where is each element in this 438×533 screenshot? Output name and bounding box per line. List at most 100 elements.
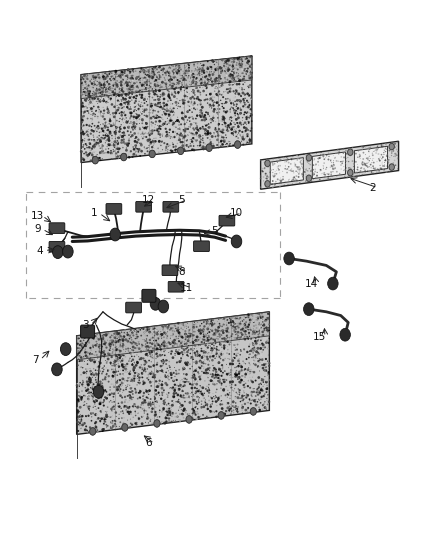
Point — [84, 107, 91, 115]
Point — [173, 101, 180, 109]
Point — [156, 326, 163, 334]
Point — [349, 157, 356, 165]
Point — [167, 411, 174, 419]
FancyBboxPatch shape — [163, 201, 179, 212]
Point — [89, 357, 96, 365]
Point — [132, 388, 139, 397]
Point — [212, 57, 219, 66]
Point — [78, 98, 85, 107]
Point — [220, 82, 227, 90]
Point — [216, 127, 223, 136]
Point — [78, 387, 85, 395]
Point — [196, 68, 203, 76]
Point — [141, 82, 148, 91]
Point — [97, 417, 104, 425]
Point — [88, 378, 95, 387]
Point — [211, 98, 218, 107]
Point — [229, 317, 236, 326]
Point — [114, 386, 121, 394]
Point — [235, 114, 242, 122]
Point — [204, 355, 211, 364]
Point — [195, 413, 202, 422]
Point — [92, 74, 99, 83]
Point — [94, 366, 101, 375]
Point — [184, 346, 191, 355]
Point — [134, 144, 141, 153]
Point — [152, 330, 159, 338]
Point — [169, 392, 176, 400]
Point — [294, 163, 301, 172]
Point — [154, 418, 161, 426]
Point — [155, 393, 162, 401]
Point — [370, 169, 377, 178]
Point — [159, 130, 166, 139]
Point — [247, 334, 254, 342]
Point — [229, 366, 236, 375]
Point — [296, 168, 303, 176]
Point — [252, 313, 259, 322]
Point — [228, 407, 235, 415]
Point — [120, 419, 127, 427]
Point — [153, 343, 160, 351]
Point — [173, 358, 180, 367]
Point — [94, 354, 101, 362]
Point — [89, 409, 96, 417]
Point — [100, 365, 107, 374]
Point — [210, 329, 217, 338]
Point — [86, 406, 93, 415]
Point — [357, 164, 364, 173]
Point — [102, 74, 110, 83]
Point — [177, 377, 184, 385]
Point — [85, 395, 92, 403]
Point — [200, 318, 207, 327]
Point — [248, 353, 255, 362]
Point — [231, 384, 238, 393]
Point — [226, 359, 233, 367]
Point — [96, 341, 103, 349]
Point — [236, 373, 243, 382]
Point — [253, 327, 260, 336]
Point — [87, 332, 94, 341]
Point — [121, 115, 128, 124]
Point — [241, 90, 248, 99]
Point — [185, 143, 192, 152]
Point — [180, 103, 187, 112]
Point — [193, 119, 200, 127]
Point — [149, 333, 156, 342]
Point — [293, 167, 300, 175]
Point — [101, 372, 108, 380]
Circle shape — [234, 141, 240, 148]
Point — [143, 108, 150, 116]
Point — [98, 390, 105, 399]
Point — [205, 131, 212, 140]
Point — [143, 393, 150, 401]
Point — [224, 316, 231, 324]
Point — [159, 406, 166, 415]
Point — [88, 369, 95, 378]
Point — [113, 338, 120, 346]
Point — [261, 321, 268, 329]
Point — [127, 333, 134, 342]
Point — [229, 54, 236, 63]
Point — [76, 344, 83, 352]
Point — [116, 375, 123, 384]
Point — [83, 401, 90, 410]
Point — [358, 159, 365, 168]
Point — [216, 340, 223, 348]
Point — [215, 121, 222, 130]
Point — [218, 397, 225, 405]
Point — [91, 332, 98, 341]
Point — [394, 165, 401, 173]
Point — [96, 78, 103, 87]
Point — [242, 76, 249, 85]
Point — [284, 165, 291, 173]
Point — [183, 348, 190, 356]
Point — [111, 370, 118, 379]
Point — [115, 343, 122, 352]
Point — [112, 343, 119, 352]
Point — [199, 352, 206, 360]
Point — [201, 85, 208, 94]
Point — [133, 366, 140, 374]
Point — [242, 330, 249, 338]
Point — [159, 115, 166, 124]
